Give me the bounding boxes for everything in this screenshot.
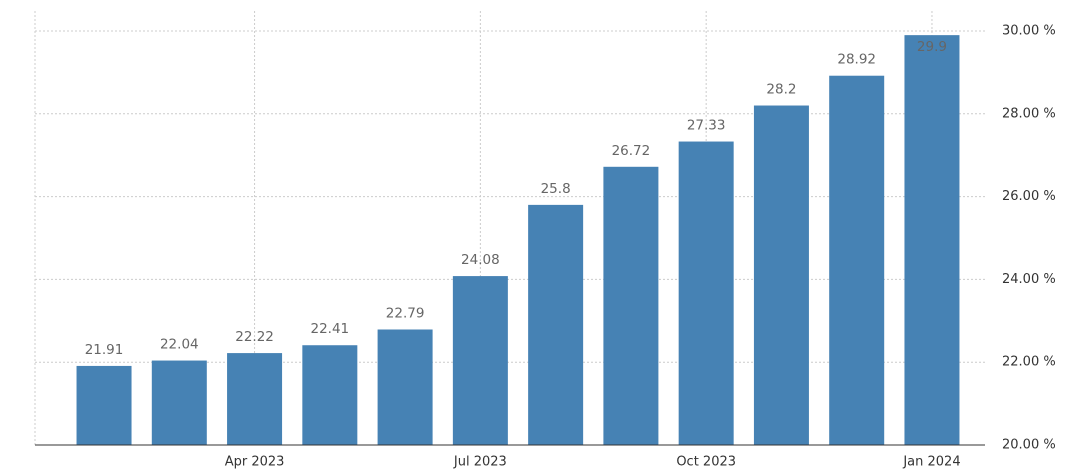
bar <box>829 75 885 445</box>
value-label: 26.72 <box>612 143 651 159</box>
bar <box>377 329 433 445</box>
value-label: 21.91 <box>85 342 124 358</box>
value-label: 22.41 <box>311 321 350 337</box>
value-label: 27.33 <box>687 118 726 134</box>
y-tick-label: 26.00 % <box>1002 189 1056 204</box>
bar <box>151 360 207 445</box>
bar <box>528 204 584 445</box>
value-label: 22.22 <box>235 329 274 345</box>
value-label: 25.8 <box>541 181 571 197</box>
y-tick-label: 24.00 % <box>1002 272 1056 287</box>
value-label: 22.79 <box>386 305 425 321</box>
y-tick-label: 28.00 % <box>1002 106 1056 121</box>
x-tick-label: Jul 2023 <box>453 455 507 470</box>
bar <box>753 105 809 446</box>
y-tick-label: 20.00 % <box>1002 438 1056 453</box>
value-label: 28.92 <box>837 52 876 68</box>
bar <box>302 345 358 445</box>
x-tick-label: Jan 2024 <box>902 455 960 470</box>
value-label: 29.9 <box>917 39 947 55</box>
value-label: 24.08 <box>461 252 500 268</box>
y-tick-label: 30.00 % <box>1002 24 1056 39</box>
bar <box>678 141 734 445</box>
x-tick-label: Apr 2023 <box>225 455 285 470</box>
value-label: 28.2 <box>766 82 796 98</box>
bar <box>452 276 508 445</box>
bar <box>603 166 659 446</box>
bar <box>76 365 132 445</box>
x-tick-label: Oct 2023 <box>676 455 736 470</box>
bar <box>904 35 960 445</box>
bar <box>227 353 283 445</box>
y-tick-label: 22.00 % <box>1002 355 1056 370</box>
value-label: 22.04 <box>160 337 199 353</box>
